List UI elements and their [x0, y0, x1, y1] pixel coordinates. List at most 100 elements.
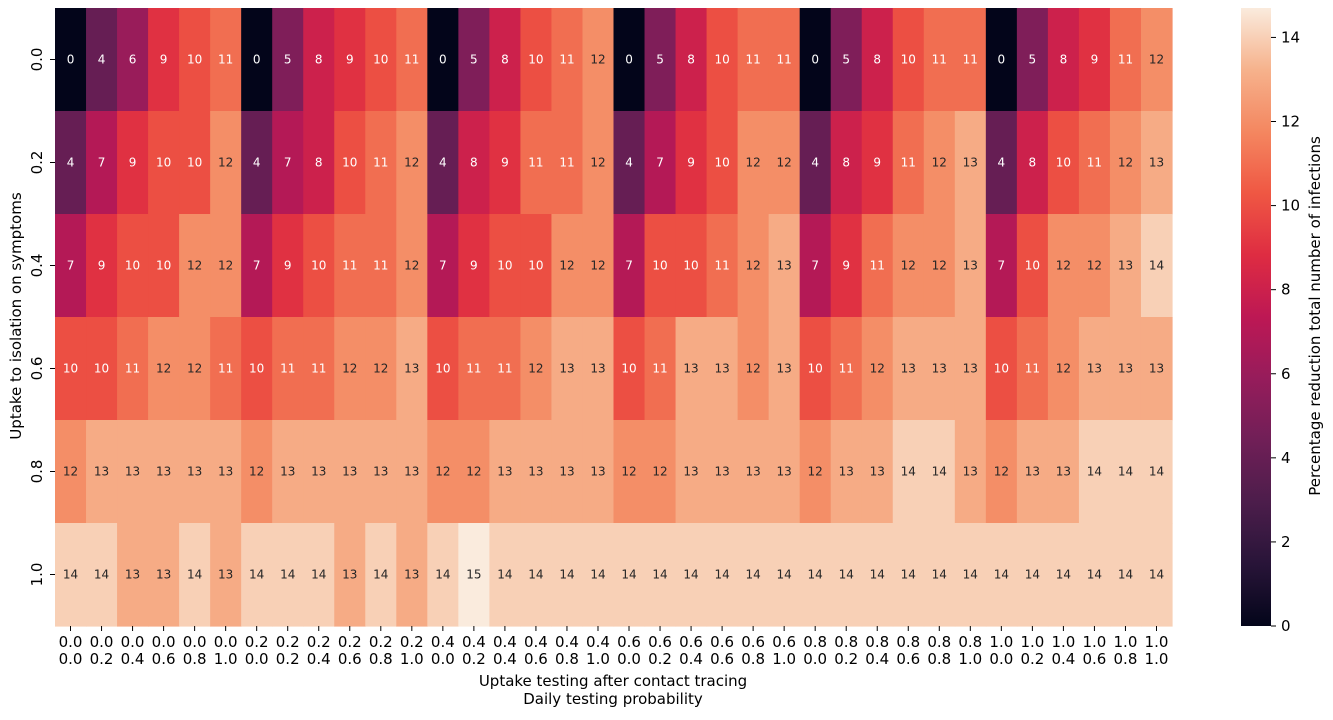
y-tick-label: 1.0 — [28, 563, 46, 587]
cell-value-label: 14 — [621, 568, 636, 582]
heatmap-cell — [768, 523, 801, 627]
cell-value-label: 7 — [656, 156, 664, 170]
cell-value-label: 13 — [683, 465, 698, 479]
heatmap-cell — [799, 420, 832, 524]
cell-value-label: 11 — [404, 53, 419, 67]
y-tick-label: 0.0 — [28, 48, 46, 72]
cell-value-label: 13 — [777, 362, 792, 376]
x-tick-label-top: 1.0 — [1083, 633, 1107, 651]
cell-value-label: 11 — [870, 259, 885, 273]
cell-value-label: 13 — [559, 362, 574, 376]
cell-value-label: 14 — [1118, 465, 1133, 479]
cell-value-label: 11 — [1118, 53, 1133, 67]
cell-value-label: 13 — [963, 465, 978, 479]
colorbar-tick-label: 6 — [1281, 365, 1291, 383]
heatmap-cell — [582, 214, 615, 318]
heatmap-cell — [241, 214, 273, 318]
cell-value-label: 14 — [683, 568, 698, 582]
cell-value-label: 13 — [311, 465, 326, 479]
cell-value-label: 8 — [873, 53, 881, 67]
heatmap-cell — [923, 8, 956, 112]
cell-value-label: 15 — [466, 568, 481, 582]
heatmap-cell — [954, 214, 987, 318]
cell-value-label: 12 — [187, 362, 202, 376]
cell-value-label: 14 — [932, 465, 947, 479]
heatmap-cell — [148, 8, 180, 112]
cell-value-label: 12 — [808, 465, 823, 479]
cell-value-label: 12 — [870, 362, 885, 376]
heatmap-cell — [954, 8, 987, 112]
x-axis-label-line2: Daily testing probability — [523, 690, 703, 708]
cell-value-label: 14 — [808, 568, 823, 582]
heatmap-cell — [737, 214, 770, 318]
cell-value-label: 9 — [501, 156, 509, 170]
cell-value-label: 14 — [590, 568, 605, 582]
x-tick-label-top: 0.6 — [617, 633, 641, 651]
heatmap-cell — [737, 420, 770, 524]
cell-value-label: 12 — [466, 465, 481, 479]
heatmap-cell — [396, 111, 428, 215]
cell-value-label: 9 — [470, 259, 478, 273]
heatmap-cell — [644, 111, 677, 215]
cell-value-label: 6 — [129, 53, 137, 67]
x-tick-label-top: 1.0 — [1020, 633, 1044, 651]
heatmap-cell — [210, 317, 242, 421]
heatmap-cell — [768, 214, 801, 318]
cell-value-label: 12 — [745, 259, 760, 273]
x-tick-label-top: 0.4 — [586, 633, 610, 651]
heatmap-cell — [365, 420, 397, 524]
x-tick-label-top: 0.4 — [493, 633, 517, 651]
cell-value-label: 10 — [63, 362, 78, 376]
heatmap-cell — [303, 420, 335, 524]
cell-value-label: 13 — [839, 465, 854, 479]
heatmap-cell — [1016, 214, 1049, 318]
heatmap-cell — [117, 317, 149, 421]
heatmap-cell — [396, 8, 428, 112]
cell-value-label: 13 — [342, 568, 357, 582]
heatmap-cell — [179, 317, 211, 421]
cell-value-label: 4 — [625, 156, 633, 170]
x-tick-label-top: 0.0 — [90, 633, 114, 651]
cell-value-label: 14 — [932, 568, 947, 582]
x-tick-label-top: 0.4 — [431, 633, 455, 651]
heatmap-cell — [799, 111, 832, 215]
cell-value-label: 8 — [315, 53, 323, 67]
cell-value-label: 9 — [842, 259, 850, 273]
cell-value-label: 13 — [932, 362, 947, 376]
heatmap-cell — [830, 214, 863, 318]
cell-value-label: 12 — [1056, 362, 1071, 376]
cell-value-label: 7 — [998, 259, 1006, 273]
heatmap-cell — [1140, 420, 1173, 524]
heatmap-cell — [179, 214, 211, 318]
cell-value-label: 5 — [842, 53, 850, 67]
heatmap-cell — [334, 214, 366, 318]
cell-value-label: 10 — [901, 53, 916, 67]
cell-value-label: 13 — [683, 362, 698, 376]
cell-value-label: 13 — [218, 568, 233, 582]
heatmap-cell — [1109, 420, 1142, 524]
cell-value-label: 14 — [1149, 465, 1164, 479]
cell-value-label: 11 — [932, 53, 947, 67]
heatmap-cell — [396, 214, 428, 318]
cell-value-label: 10 — [621, 362, 636, 376]
cell-value-label: 14 — [1149, 259, 1164, 273]
x-tick-label-bottom: 1.0 — [958, 650, 982, 668]
cell-value-label: 13 — [125, 465, 140, 479]
x-tick-label-top: 0.6 — [772, 633, 796, 651]
cell-value-label: 10 — [1056, 156, 1071, 170]
cell-value-label: 10 — [94, 362, 109, 376]
heatmap-cell — [675, 317, 708, 421]
x-tick-label-top: 0.0 — [121, 633, 145, 651]
x-tick-label-bottom: 0.2 — [834, 650, 858, 668]
heatmap-cell — [179, 8, 211, 112]
cell-value-label: 9 — [1091, 53, 1099, 67]
heatmap-cell — [768, 317, 801, 421]
heatmap-cell — [210, 214, 242, 318]
heatmap-cell — [458, 523, 490, 627]
cell-value-label: 10 — [994, 362, 1009, 376]
cell-value-label: 12 — [187, 259, 202, 273]
heatmap-cell — [396, 523, 428, 627]
cell-value-label: 13 — [714, 465, 729, 479]
heatmap-cell — [1047, 317, 1080, 421]
